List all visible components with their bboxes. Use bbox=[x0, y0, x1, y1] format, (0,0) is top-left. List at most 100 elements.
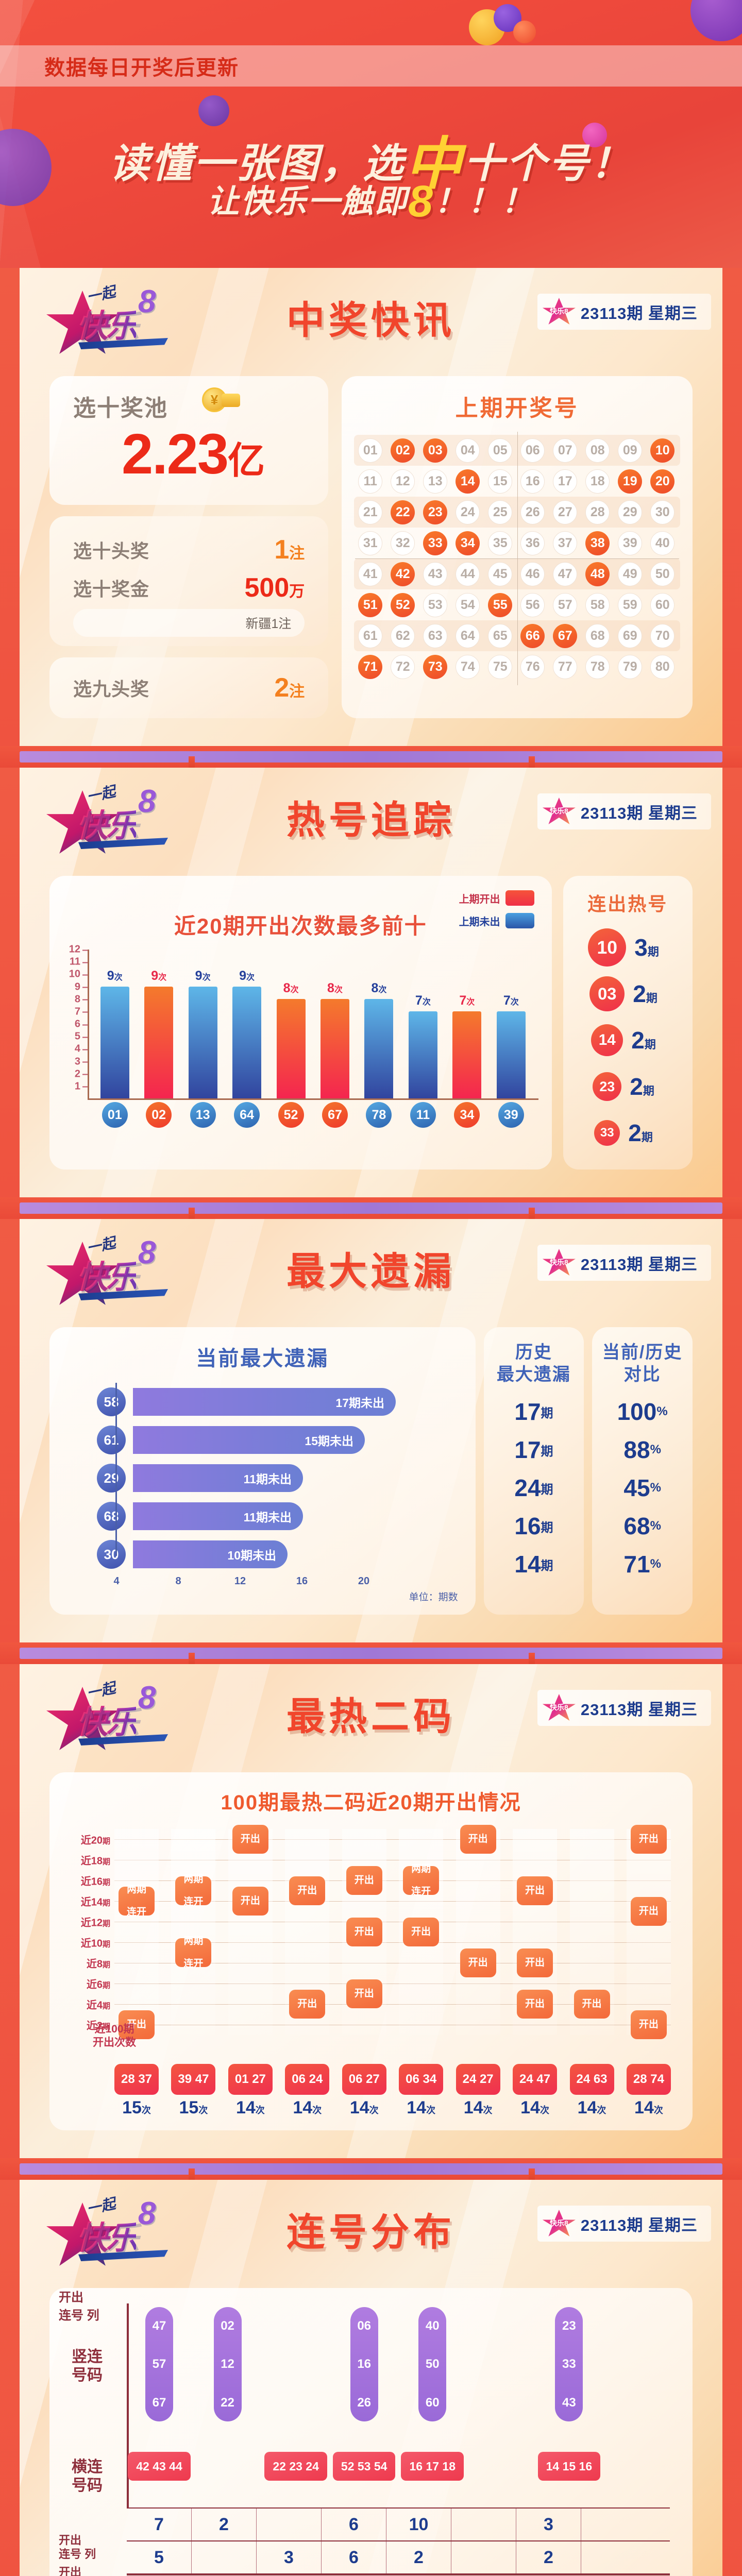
number-ball[interactable]: 17 bbox=[553, 469, 578, 494]
number-ball[interactable]: 07 bbox=[553, 438, 578, 463]
period-badge: 23113期 星期三 bbox=[537, 1690, 711, 1726]
number-ball[interactable]: 09 bbox=[618, 438, 643, 463]
number-ball[interactable]: 75 bbox=[488, 654, 513, 679]
missing-row: 68 11期未出 bbox=[97, 1497, 460, 1535]
number-ball[interactable]: 51 bbox=[358, 592, 383, 617]
number-ball[interactable]: 32 bbox=[391, 531, 415, 555]
streak-ball: 03 bbox=[589, 976, 625, 1011]
vertical-consecutive-chip: 02 12 22 bbox=[213, 2307, 242, 2421]
number-ball[interactable]: 06 bbox=[520, 438, 545, 463]
number-ball[interactable]: 79 bbox=[618, 654, 643, 679]
number-ball[interactable]: 77 bbox=[553, 654, 578, 679]
number-ball[interactable]: 49 bbox=[618, 562, 643, 586]
number-ball[interactable]: 34 bbox=[456, 531, 480, 555]
ratio-value: 68% bbox=[623, 1513, 661, 1539]
number-ball[interactable]: 41 bbox=[358, 562, 383, 586]
number-ball[interactable]: 21 bbox=[358, 500, 383, 524]
number-ball[interactable]: 12 bbox=[391, 469, 415, 494]
x-tick-ball: 13 bbox=[190, 1102, 216, 1128]
number-ball[interactable]: 62 bbox=[391, 623, 415, 648]
bar-value-label: 9次 bbox=[195, 968, 211, 983]
number-ball[interactable]: 44 bbox=[456, 562, 480, 586]
number-ball[interactable]: 11 bbox=[358, 469, 383, 494]
number-ball[interactable]: 65 bbox=[488, 623, 513, 648]
prize-row-first: 选十头奖 1注 bbox=[73, 535, 305, 565]
number-ball[interactable]: 68 bbox=[585, 623, 610, 648]
number-ball[interactable]: 64 bbox=[456, 623, 480, 648]
number-ball[interactable]: 74 bbox=[456, 654, 480, 679]
number-ball[interactable]: 35 bbox=[488, 531, 513, 555]
number-ball[interactable]: 52 bbox=[391, 592, 415, 617]
number-ball[interactable]: 40 bbox=[650, 531, 675, 555]
two-code-pair: 06 24 bbox=[285, 2064, 330, 2095]
bar-column: 7次 bbox=[496, 993, 526, 1098]
number-ball[interactable]: 59 bbox=[618, 592, 643, 617]
number-ball[interactable]: 29 bbox=[618, 500, 643, 524]
number-ball[interactable]: 42 bbox=[391, 562, 415, 586]
number-ball[interactable]: 73 bbox=[423, 654, 448, 679]
number-ball[interactable]: 24 bbox=[456, 500, 480, 524]
number-ball[interactable]: 26 bbox=[520, 500, 545, 524]
number-ball[interactable]: 33 bbox=[423, 531, 448, 555]
number-ball[interactable]: 25 bbox=[488, 500, 513, 524]
number-ball[interactable]: 45 bbox=[488, 562, 513, 586]
number-ball[interactable]: 61 bbox=[358, 623, 383, 648]
hero-headline-1-a: 读懂一张图，选 bbox=[109, 141, 405, 186]
number-ball[interactable]: 19 bbox=[618, 469, 643, 494]
number-ball[interactable]: 55 bbox=[488, 592, 513, 617]
number-ball[interactable]: 13 bbox=[423, 469, 448, 494]
number-ball[interactable]: 69 bbox=[618, 623, 643, 648]
number-ball[interactable]: 28 bbox=[585, 500, 610, 524]
missing-row: 29 11期未出 bbox=[97, 1459, 460, 1497]
number-ball[interactable]: 10 bbox=[650, 438, 675, 463]
number-ball[interactable]: 67 bbox=[553, 623, 578, 648]
hero-headline-1-b: 十个号！ bbox=[464, 141, 633, 186]
number-ball[interactable]: 20 bbox=[650, 469, 675, 494]
number-ball[interactable]: 14 bbox=[456, 469, 480, 494]
number-ball[interactable]: 37 bbox=[553, 531, 578, 555]
history-missing-value: 14 期 bbox=[514, 1551, 553, 1578]
number-ball[interactable]: 43 bbox=[423, 562, 448, 586]
number-ball[interactable]: 54 bbox=[456, 592, 480, 617]
number-ball[interactable]: 70 bbox=[650, 623, 675, 648]
number-ball[interactable]: 63 bbox=[423, 623, 448, 648]
number-ball[interactable]: 38 bbox=[585, 531, 610, 555]
number-ball[interactable]: 80 bbox=[650, 654, 675, 679]
number-ball[interactable]: 53 bbox=[423, 592, 448, 617]
number-ball[interactable]: 03 bbox=[423, 438, 448, 463]
streak-count: 2期 bbox=[628, 1120, 653, 1146]
number-ball[interactable]: 02 bbox=[391, 438, 415, 463]
number-ball[interactable]: 50 bbox=[650, 562, 675, 586]
number-ball[interactable]: 04 bbox=[456, 438, 480, 463]
number-ball[interactable]: 72 bbox=[391, 654, 415, 679]
number-ball[interactable]: 05 bbox=[488, 438, 513, 463]
hero-headline-2-em: 8 bbox=[408, 177, 434, 226]
number-ball[interactable]: 76 bbox=[520, 654, 545, 679]
number-ball[interactable]: 27 bbox=[553, 500, 578, 524]
number-ball[interactable]: 48 bbox=[585, 562, 610, 586]
hot-bar-chart-card: 上期开出 上期未出 近20期开出次数最多前十 12 11 10 9 8 7 6 5 4 3 2 1 9… bbox=[49, 876, 552, 1170]
bar-value-label: 8次 bbox=[283, 980, 299, 995]
number-ball[interactable]: 22 bbox=[391, 500, 415, 524]
number-ball[interactable]: 16 bbox=[520, 469, 545, 494]
number-ball[interactable]: 18 bbox=[585, 469, 610, 494]
number-ball[interactable]: 31 bbox=[358, 531, 383, 555]
number-ball[interactable]: 56 bbox=[520, 592, 545, 617]
number-ball[interactable]: 47 bbox=[553, 562, 578, 586]
number-ball[interactable]: 46 bbox=[520, 562, 545, 586]
number-ball[interactable]: 30 bbox=[650, 500, 675, 524]
number-ball[interactable]: 36 bbox=[520, 531, 545, 555]
number-ball[interactable]: 15 bbox=[488, 469, 513, 494]
number-ball[interactable]: 71 bbox=[358, 654, 383, 679]
number-ball[interactable]: 39 bbox=[618, 531, 643, 555]
y-tick: 近18期 bbox=[80, 1855, 110, 1867]
number-ball[interactable]: 66 bbox=[520, 623, 545, 648]
horizontal-consecutive-chip: 22 23 24 bbox=[264, 2452, 327, 2481]
number-ball[interactable]: 78 bbox=[585, 654, 610, 679]
number-ball[interactable]: 23 bbox=[423, 500, 448, 524]
number-ball[interactable]: 60 bbox=[650, 592, 675, 617]
number-ball[interactable]: 01 bbox=[358, 438, 383, 463]
number-ball[interactable]: 08 bbox=[585, 438, 610, 463]
number-ball[interactable]: 57 bbox=[553, 592, 578, 617]
number-ball[interactable]: 58 bbox=[585, 592, 610, 617]
